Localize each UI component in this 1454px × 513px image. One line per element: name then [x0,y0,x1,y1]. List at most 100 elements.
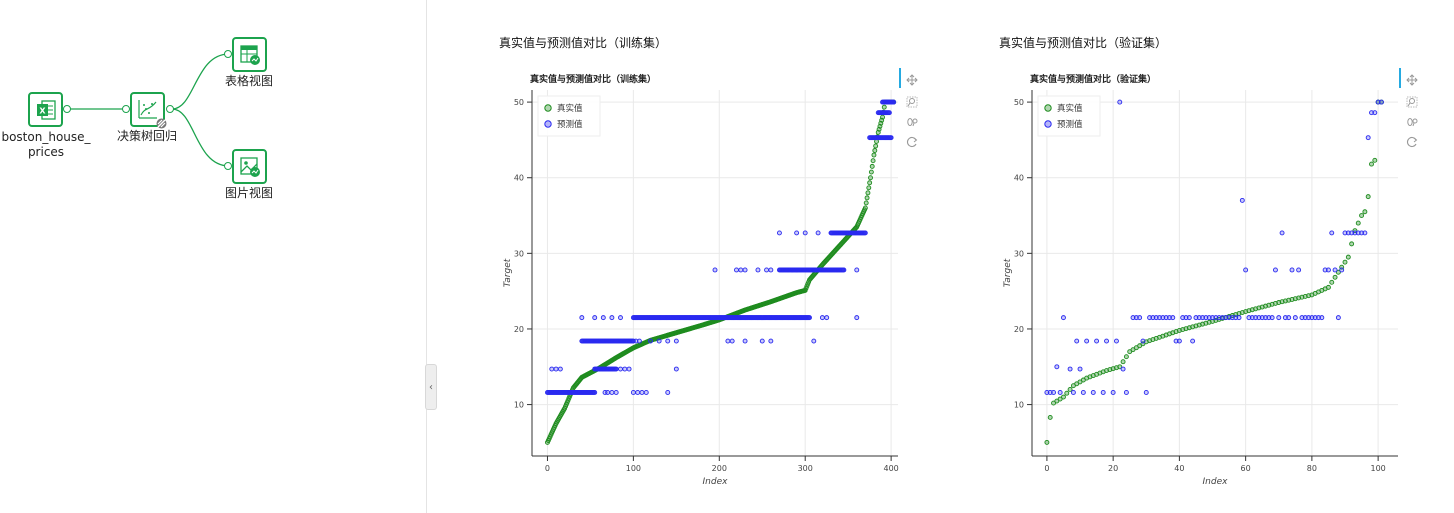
pred-point [1130,315,1136,321]
true-point [1047,414,1053,420]
x-axis-label: Index [1203,477,1229,487]
pred-point [841,267,847,273]
pred-point [1220,315,1225,321]
pred-point [802,230,808,236]
pred-point [1153,315,1159,321]
legend-label[interactable]: 真实值 [557,103,583,114]
true-point [1355,220,1361,226]
image-input-port[interactable] [224,162,232,170]
true-point [1123,354,1129,360]
pred-point [635,390,641,395]
legend-label[interactable]: 预测值 [557,119,583,130]
pred-point [712,267,718,273]
pred-point [738,267,744,273]
pred-point [811,338,817,344]
node-source[interactable]: X [28,92,63,127]
pred-point [613,390,619,395]
wheel-zoom-icon[interactable] [1407,118,1418,127]
true-point [872,148,878,153]
y-tick-label: 20 [1014,325,1024,334]
box-zoom-icon[interactable] [906,96,918,108]
wheel-zoom-icon[interactable] [907,118,918,127]
train-panel-heading: 真实值与预测值对比（训练集） [499,36,668,50]
legend-label[interactable]: 预测值 [1057,119,1083,130]
pred-point [1057,390,1063,395]
table-input-port[interactable] [224,50,232,58]
reset-icon[interactable] [1406,136,1418,148]
pred-point [1137,315,1143,321]
reset-icon[interactable] [906,136,918,148]
pred-point [1369,110,1374,116]
pred-point [1051,390,1056,395]
pred-point [1077,366,1083,372]
node-model[interactable] [130,92,167,129]
pred-point [1047,390,1053,395]
pred-point [622,366,628,372]
node-image-view[interactable] [232,149,267,184]
pred-point [1074,338,1080,344]
pred-point [1359,230,1365,236]
pred-point [862,230,868,236]
true-point [1362,209,1368,215]
pred-point [1306,315,1312,321]
pred-point [1289,267,1295,273]
true-point [1064,390,1070,396]
true-point [862,205,868,211]
pred-point [1213,315,1219,321]
true-point [1342,259,1348,265]
model-input-port[interactable] [122,105,130,113]
pred-point [1329,230,1335,236]
pan-icon[interactable] [1406,74,1418,86]
pred-point [633,338,639,344]
pred-point [1196,315,1202,321]
true-point [871,152,877,158]
pan-icon[interactable] [906,74,918,86]
x-axis-label: Index [703,477,729,487]
true-point [863,200,869,206]
pred-point [1236,315,1242,321]
x-tick-label: 200 [712,464,727,473]
x-tick-label: 40 [1174,464,1184,473]
pred-point [1276,315,1282,321]
y-tick-label: 10 [1014,401,1024,410]
pred-point [794,267,800,273]
edge-model-table [171,53,230,110]
source-output-port[interactable] [63,105,71,113]
pred-point [1279,230,1285,236]
true-point [1365,194,1371,200]
true-point [868,175,873,181]
train-chart[interactable]: 真实值与预测值对比（训练集） 0 100 200 300 400 10 20 30 40 50 Ind… [490,68,930,498]
true-point [1369,161,1374,167]
pred-point [1200,315,1206,321]
legend-box [537,95,601,137]
box-zoom-icon[interactable] [1406,96,1418,108]
pred-point [1269,315,1275,321]
true-point [1349,241,1355,247]
pred-point [1054,364,1060,370]
true-point [870,158,876,164]
model-output-port[interactable] [166,105,174,113]
node-table-view[interactable] [232,37,267,72]
series-true [1044,99,1384,445]
pred-point [1239,197,1245,203]
val-chart[interactable]: 真实值与预测值对比（验证集） 0 20 40 60 80 100 10 20 30 40 50 Inde… [990,68,1430,498]
table-node-label: 表格视图 [224,74,273,88]
true-point [880,114,885,120]
pred-point [1345,230,1351,236]
pred-point [891,99,897,105]
legend-label[interactable]: 真实值 [1057,103,1083,114]
workflow-canvas[interactable]: X boston_house_ prices 决策树回归 [0,0,426,513]
x-tick-label: 100 [1370,464,1385,473]
series-pred [545,99,897,395]
y-axis-label: Target [1003,258,1013,287]
svg-text:X: X [39,106,46,115]
panel-divider [426,0,427,513]
pred-point [1292,315,1298,321]
collapse-panel-button[interactable]: ‹ [425,364,437,410]
val-chart-svg: 真实值与预测值对比（验证集） 0 20 40 60 80 100 10 20 30 40 50 Inde… [1003,68,1418,487]
pred-point [1193,315,1199,321]
pred-point [1206,315,1212,321]
true-point [865,190,871,196]
y-tick-label: 10 [514,401,524,410]
